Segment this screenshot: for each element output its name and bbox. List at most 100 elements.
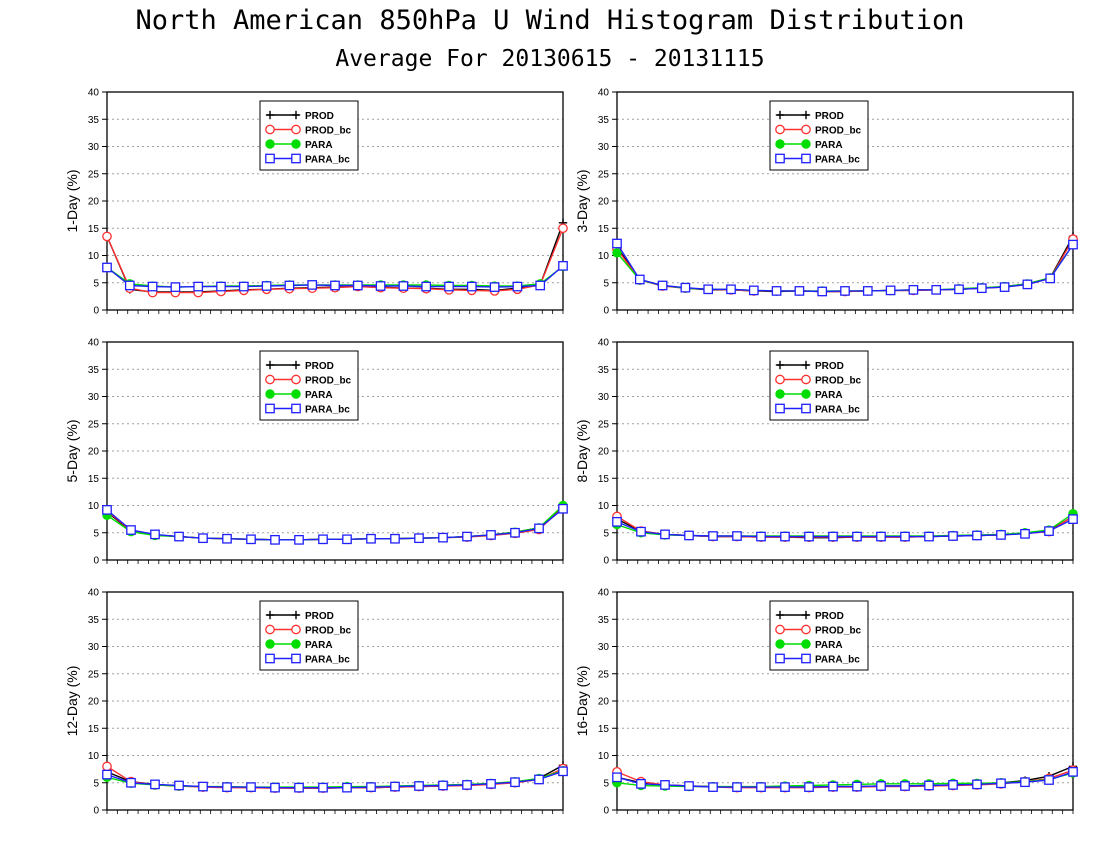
legend-box — [259, 100, 359, 171]
legend-marker — [291, 639, 301, 649]
data-point — [684, 530, 694, 541]
data-point — [1022, 279, 1033, 290]
data-point — [703, 284, 714, 295]
data-point — [438, 780, 448, 791]
y-tick-label: 5 — [603, 778, 609, 789]
data-point — [307, 280, 318, 290]
data-point — [150, 779, 160, 790]
y-tick-label: 40 — [88, 88, 100, 99]
legend-label: PARA_bc — [815, 404, 860, 415]
data-point — [102, 505, 112, 515]
y-tick-label: 15 — [598, 724, 610, 735]
legend-marker — [801, 389, 811, 399]
legend-marker — [265, 639, 275, 649]
series-PARA_bc — [102, 261, 568, 292]
y-tick-label: 10 — [598, 751, 610, 762]
legend-label: PARA — [815, 640, 843, 651]
data-point — [558, 261, 568, 271]
y-tick-label: 10 — [598, 251, 610, 262]
data-point — [732, 531, 742, 541]
chart-title: North American 850hPa U Wind Histogram D… — [135, 5, 965, 36]
data-point — [216, 281, 226, 292]
legend-marker — [801, 624, 811, 635]
y-tick-label: 5 — [603, 528, 609, 539]
legend-label: PROD — [815, 611, 844, 622]
legend-label: PROD_bc — [815, 625, 862, 636]
data-point — [284, 280, 295, 291]
legend: PROD PROD_bc PARA PARA_bc — [769, 350, 869, 421]
y-tick-label: 5 — [603, 278, 609, 289]
legend-marker — [801, 403, 811, 414]
data-point — [996, 778, 1006, 789]
y-tick-label: 35 — [88, 365, 100, 376]
legend-marker — [291, 153, 301, 164]
y-tick-label: 5 — [93, 278, 99, 289]
data-point — [1068, 239, 1078, 250]
legend-marker — [291, 403, 301, 414]
legend-label: PARA_bc — [305, 404, 350, 415]
data-point — [976, 283, 987, 294]
legend-marker — [265, 653, 275, 664]
data-point — [486, 530, 496, 540]
data-point — [535, 280, 546, 291]
y-tick-label: 0 — [603, 806, 609, 817]
legend-marker — [265, 153, 275, 164]
chart-panel-5: 0 5 10 15 20 25 30 35 40 12-Day (%) PROD PROD_bc PAR… — [64, 588, 568, 817]
legend-marker — [291, 374, 301, 385]
legend: PROD PROD_bc PARA PARA_bc — [259, 100, 359, 171]
y-tick-label: 25 — [88, 419, 100, 430]
data-point — [636, 526, 646, 537]
y-tick-label: 20 — [598, 697, 610, 708]
y-tick-label: 0 — [93, 806, 99, 817]
series-PARA_bc — [102, 766, 568, 793]
legend-label: PARA — [305, 390, 333, 401]
legend: PROD PROD_bc PARA PARA_bc — [769, 100, 869, 171]
legend-marker — [775, 653, 785, 664]
legend-marker — [265, 124, 275, 135]
y-tick-label: 0 — [93, 556, 99, 567]
legend-marker — [801, 110, 811, 120]
data-point — [1068, 514, 1078, 524]
data-point — [414, 533, 424, 544]
legend-marker — [801, 124, 811, 135]
data-point — [246, 534, 256, 545]
y-tick-label: 0 — [93, 306, 99, 317]
data-point — [972, 530, 982, 541]
series-PARA — [102, 500, 568, 545]
data-point — [732, 782, 742, 792]
y-tick-label: 15 — [598, 474, 610, 485]
legend-label: PARA — [305, 140, 333, 151]
y-axis-label: 5-Day (%) — [64, 419, 80, 482]
legend-marker — [291, 624, 301, 635]
legend-label: PROD — [815, 111, 844, 122]
plot-frame — [106, 91, 564, 311]
legend-marker — [291, 139, 301, 149]
legend-marker — [801, 374, 811, 385]
data-point — [780, 531, 790, 542]
data-point — [924, 531, 934, 542]
series-PARA_bc — [612, 514, 1078, 542]
data-point — [1044, 775, 1054, 785]
data-point — [948, 780, 958, 790]
data-point — [366, 533, 376, 544]
data-point — [726, 284, 736, 295]
legend-marker — [801, 360, 811, 370]
y-tick-label: 30 — [88, 642, 100, 653]
y-axis-label: 3-Day (%) — [574, 169, 590, 232]
data-point — [486, 778, 496, 789]
legend-marker — [801, 610, 811, 620]
data-point — [771, 286, 782, 296]
series-PARA_bc — [612, 238, 1078, 297]
legend-label: PROD_bc — [815, 125, 862, 136]
series-PROD — [102, 502, 568, 545]
legend-marker — [775, 403, 785, 414]
plot-frame — [616, 91, 1074, 311]
legend-label: PARA — [815, 390, 843, 401]
legend-marker — [265, 610, 275, 620]
data-point — [238, 281, 249, 292]
y-tick-label: 15 — [598, 224, 610, 235]
data-point — [342, 534, 352, 545]
y-tick-label: 10 — [88, 751, 100, 762]
data-point — [512, 281, 523, 292]
data-point — [680, 282, 691, 293]
